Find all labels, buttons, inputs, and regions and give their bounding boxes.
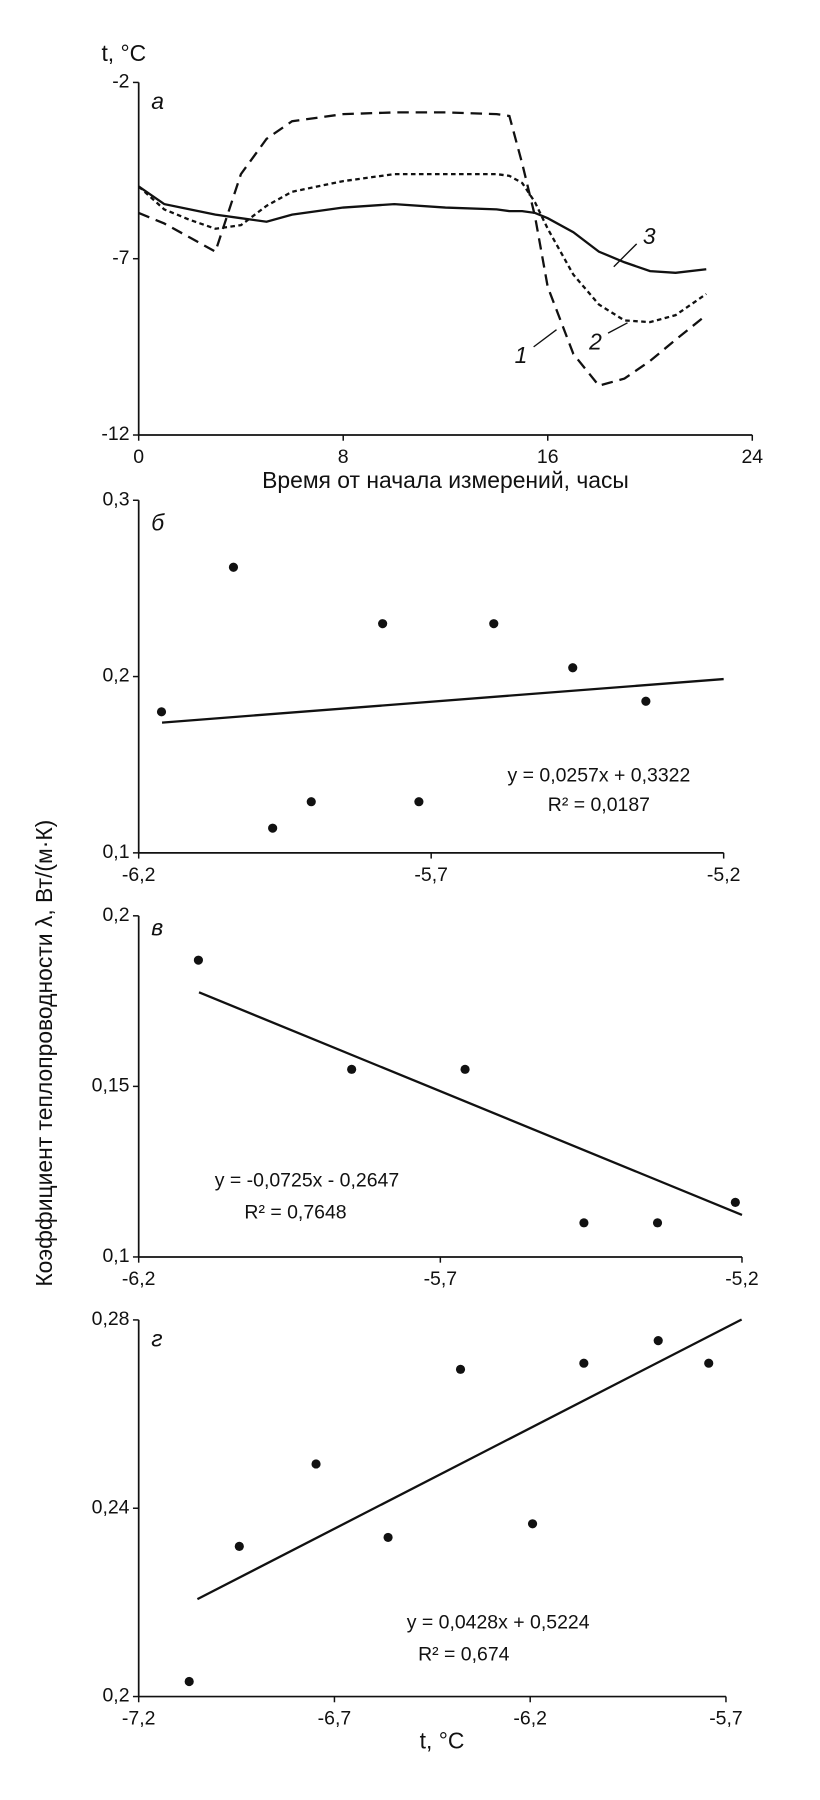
panel-letter: г bbox=[151, 1326, 162, 1352]
trend-line bbox=[198, 991, 743, 1217]
x-tick-label: -5,2 bbox=[725, 1268, 759, 1290]
data-point bbox=[527, 1519, 538, 1529]
r-squared: R² = 0,0187 bbox=[548, 794, 650, 816]
y-axis-label: t, °C bbox=[101, 40, 146, 66]
data-point bbox=[455, 1364, 466, 1374]
trend-equation: y = 0,0428x + 0,5224 bbox=[407, 1611, 590, 1633]
y-tick-label: -2 bbox=[112, 71, 129, 93]
x-tick-label: -5,7 bbox=[424, 1268, 458, 1290]
data-point bbox=[704, 1358, 714, 1368]
panel-letter: в bbox=[151, 915, 163, 941]
data-point bbox=[193, 955, 203, 965]
data-point bbox=[311, 1459, 321, 1469]
y-tick-label: 0,15 bbox=[92, 1075, 130, 1097]
panel-letter: а bbox=[151, 88, 164, 114]
x-tick-label: 16 bbox=[537, 446, 559, 468]
series-label: 3 bbox=[643, 223, 656, 249]
y-tick-label: 0,2 bbox=[102, 1685, 129, 1707]
data-point bbox=[579, 1218, 589, 1228]
x-axis-label: t, °C bbox=[420, 1727, 465, 1753]
x-axis-label: Время от начала измерений, часы bbox=[262, 467, 629, 493]
data-point bbox=[652, 1218, 663, 1228]
y-tick-label: 0,24 bbox=[92, 1496, 130, 1518]
y-tick-label: 0,1 bbox=[102, 841, 129, 863]
y-tick-label: 0,1 bbox=[102, 1245, 129, 1267]
x-tick-label: -6,7 bbox=[318, 1708, 352, 1730]
x-tick-label: -5,7 bbox=[414, 864, 448, 886]
callout-leader bbox=[607, 322, 628, 334]
x-tick-label: 8 bbox=[338, 446, 349, 468]
trend-line bbox=[196, 1318, 743, 1601]
callout-leader bbox=[533, 329, 557, 348]
y-tick-label: 0,3 bbox=[102, 488, 129, 510]
data-point bbox=[489, 619, 499, 629]
data-point bbox=[641, 696, 651, 706]
y-tick-label: 0,2 bbox=[102, 904, 129, 926]
r-squared: R² = 0,7648 bbox=[244, 1202, 346, 1224]
data-point bbox=[184, 1676, 194, 1687]
y-axis-label: Коэффициент теплопроводности λ, Вт/(м·К) bbox=[31, 820, 57, 1287]
series-label: 2 bbox=[588, 328, 602, 354]
data-point bbox=[414, 797, 424, 807]
data-point bbox=[653, 1336, 663, 1346]
data-point bbox=[228, 562, 239, 572]
x-tick-label: -7,2 bbox=[122, 1708, 156, 1730]
data-point bbox=[730, 1197, 740, 1207]
data-point bbox=[156, 707, 167, 717]
y-tick-label: -12 bbox=[101, 423, 129, 445]
series-line bbox=[137, 172, 707, 324]
panel-letter: б bbox=[151, 509, 165, 535]
r-squared: R² = 0,674 bbox=[418, 1643, 510, 1665]
data-point bbox=[268, 823, 278, 833]
x-tick-label: 0 bbox=[133, 446, 144, 468]
data-point bbox=[383, 1532, 393, 1543]
x-tick-label: -5,2 bbox=[707, 864, 741, 886]
x-tick-label: -6,2 bbox=[122, 1268, 156, 1290]
series-label: 1 bbox=[515, 342, 528, 368]
data-point bbox=[347, 1064, 357, 1074]
x-tick-label: -6,2 bbox=[122, 864, 156, 886]
series-line bbox=[138, 185, 707, 274]
data-point bbox=[378, 619, 388, 629]
y-tick-label: 0,2 bbox=[102, 665, 129, 687]
x-tick-label: -5,7 bbox=[709, 1708, 743, 1730]
data-point bbox=[568, 663, 578, 673]
trend-equation: y = -0,0725x - 0,2647 bbox=[215, 1170, 399, 1192]
series-line bbox=[138, 111, 707, 387]
trend-equation: y = 0,0257x + 0,3322 bbox=[507, 764, 690, 786]
data-point bbox=[579, 1358, 589, 1368]
data-point bbox=[460, 1064, 470, 1074]
data-point bbox=[234, 1541, 244, 1551]
x-tick-label: -6,2 bbox=[513, 1708, 547, 1730]
x-tick-label: 24 bbox=[741, 446, 763, 468]
data-point bbox=[306, 797, 316, 807]
trend-line bbox=[161, 677, 724, 724]
callout-leader bbox=[613, 243, 638, 268]
y-tick-label: -7 bbox=[112, 247, 129, 269]
y-tick-label: 0,28 bbox=[92, 1308, 130, 1330]
